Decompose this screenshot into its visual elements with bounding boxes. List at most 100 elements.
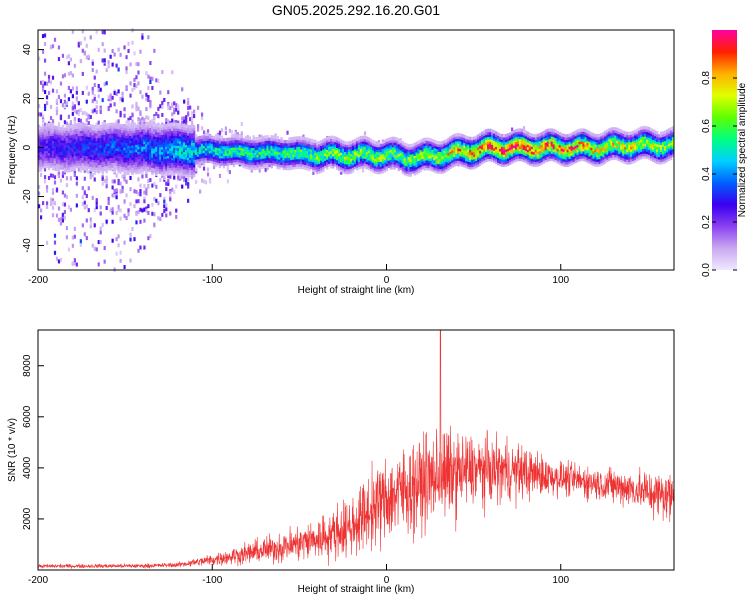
heatmap-cell	[190, 166, 194, 171]
heatmap-cell	[53, 175, 57, 180]
heatmap-cell	[449, 150, 452, 155]
heatmap-cell	[91, 243, 94, 248]
heatmap-cell	[97, 83, 100, 88]
heatmap-cell	[89, 151, 92, 155]
heatmap-cell	[151, 149, 154, 154]
heatmap-cell	[141, 128, 144, 132]
heatmap-cell	[238, 141, 242, 146]
heatmap-cell	[61, 139, 65, 143]
heatmap-cell	[173, 129, 176, 134]
heatmap-cell	[157, 136, 160, 140]
heatmap-cell	[256, 163, 259, 168]
heatmap-cell	[278, 146, 281, 150]
heatmap-cell	[49, 159, 53, 163]
heatmap-cell	[61, 149, 65, 153]
heatmap-cell	[171, 166, 174, 171]
heatmap-cell	[282, 166, 285, 171]
heatmap-cell	[419, 163, 422, 168]
heatmap-cell	[139, 143, 142, 147]
heatmap-cell	[419, 166, 422, 170]
heatmap-cell	[471, 166, 474, 170]
heatmap-cell	[395, 161, 399, 166]
heatmap-cell	[369, 150, 373, 155]
heatmap-cell	[81, 164, 85, 168]
heatmap-cell	[188, 137, 192, 141]
heatmap-cell	[284, 162, 287, 166]
heatmap-cell	[61, 218, 65, 223]
heatmap-cell	[338, 138, 341, 142]
heatmap-cell	[274, 155, 277, 159]
heatmap-cell	[248, 159, 251, 163]
heatmap-cell	[145, 206, 148, 211]
heatmap-cell	[125, 156, 128, 161]
heatmap-cell	[61, 103, 65, 108]
heatmap-cell	[318, 153, 321, 157]
heatmap-cell	[453, 136, 456, 140]
heatmap-cell	[39, 168, 43, 172]
heatmap-cell	[322, 168, 325, 172]
heatmap-cell	[194, 161, 198, 165]
heatmap-cell	[371, 149, 375, 153]
heatmap-cell	[167, 135, 170, 139]
heatmap-cell	[97, 156, 100, 161]
heatmap-cell	[266, 135, 269, 139]
heatmap-cell	[71, 235, 74, 240]
heatmap-cell	[347, 158, 351, 162]
heatmap-cell	[256, 151, 259, 156]
heatmap-cell	[188, 169, 192, 173]
heatmap-cell	[69, 144, 73, 148]
heatmap-cell	[63, 166, 67, 171]
heatmap-cell	[280, 137, 283, 141]
heatmap-cell	[143, 155, 146, 159]
heatmap-cell	[145, 131, 148, 135]
heatmap-cell	[339, 163, 343, 168]
heatmap-cell	[363, 138, 367, 142]
heatmap-cell	[67, 142, 71, 146]
heatmap-cell	[47, 74, 51, 79]
heatmap-cell	[439, 158, 442, 162]
heatmap-cell	[183, 116, 186, 121]
heatmap-cell	[306, 137, 309, 142]
heatmap-cell	[254, 159, 257, 163]
heatmap-cell	[399, 149, 403, 153]
heatmap-cell	[131, 129, 134, 134]
heatmap-cell	[73, 145, 77, 150]
heatmap-cell	[226, 137, 230, 142]
heatmap-cell	[113, 164, 116, 168]
heatmap-cell	[107, 154, 110, 159]
heatmap-cell	[59, 161, 63, 165]
heatmap-cell	[149, 144, 152, 148]
heatmap-cell	[345, 163, 349, 167]
heatmap-cell	[421, 155, 424, 160]
heatmap-cell	[473, 141, 476, 145]
heatmap-cell	[155, 184, 158, 189]
heatmap-cell	[254, 147, 257, 151]
heatmap-cell	[314, 159, 317, 163]
heatmap-cell	[232, 141, 236, 146]
heatmap-cell	[93, 144, 96, 148]
heatmap-cell	[175, 156, 178, 161]
heatmap-cell	[182, 136, 186, 140]
heatmap-cell	[457, 140, 460, 144]
heatmap-cell	[127, 132, 130, 136]
heatmap-cell	[407, 153, 410, 158]
heatmap-cell	[143, 126, 146, 130]
heatmap-cell	[367, 149, 371, 154]
heatmap-cell	[173, 171, 176, 175]
heatmap-cell	[137, 177, 140, 182]
heatmap-cell	[467, 155, 470, 160]
heatmap-cell	[326, 136, 329, 141]
heatmap-cell	[371, 142, 375, 146]
heatmap-cell	[59, 221, 63, 226]
heatmap-cell	[405, 170, 408, 174]
heatmap-cell	[45, 122, 49, 127]
heatmap-cell	[216, 147, 220, 151]
heatmap-cell	[113, 130, 116, 134]
heatmap-cell	[298, 146, 301, 150]
heatmap-cell	[202, 147, 206, 151]
heatmap-cell	[381, 165, 385, 169]
heatmap-cell	[228, 144, 232, 149]
heatmap-cell	[200, 178, 204, 183]
heatmap-cell	[429, 155, 432, 159]
heatmap-cell	[467, 160, 470, 165]
